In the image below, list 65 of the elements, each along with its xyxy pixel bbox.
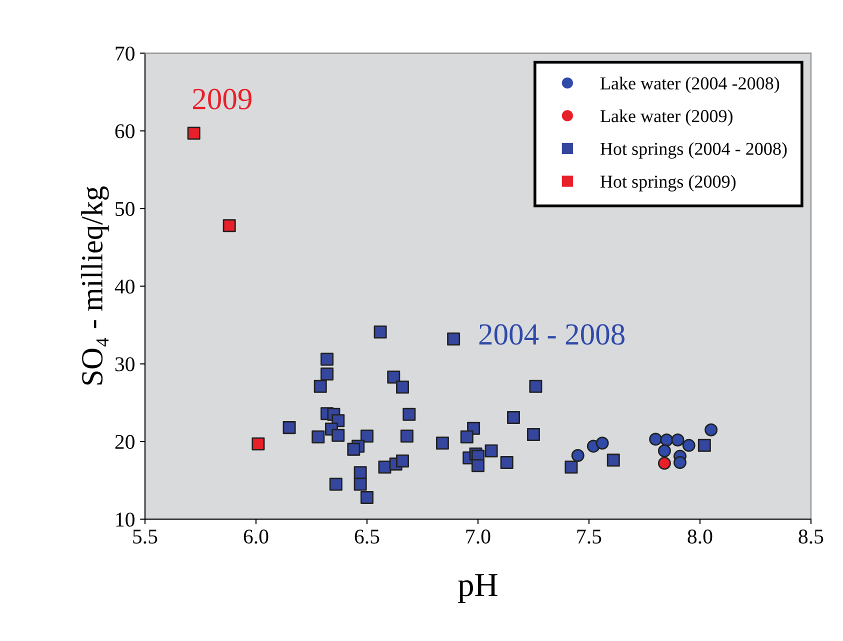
y-tick-label: 10 bbox=[116, 512, 134, 527]
point bbox=[312, 430, 325, 444]
point bbox=[400, 430, 414, 443]
point bbox=[396, 454, 410, 468]
point bbox=[596, 436, 609, 450]
y-tick-label: 20 bbox=[115, 434, 134, 449]
point bbox=[658, 456, 671, 470]
point bbox=[649, 432, 662, 446]
y-tick-label: 50 bbox=[116, 202, 134, 216]
point bbox=[500, 456, 514, 470]
y-tick-label: 70 bbox=[116, 46, 134, 61]
y-tick-label: 60 bbox=[115, 124, 134, 138]
point bbox=[360, 430, 374, 443]
x-tick-label: 7.5 bbox=[577, 530, 602, 544]
point bbox=[484, 444, 498, 458]
point bbox=[374, 326, 387, 339]
point bbox=[387, 370, 400, 384]
x-tick-label: 8.5 bbox=[798, 530, 824, 544]
point bbox=[354, 478, 367, 491]
point bbox=[673, 456, 686, 470]
point bbox=[564, 460, 578, 474]
point bbox=[320, 367, 334, 380]
point bbox=[396, 380, 410, 394]
point bbox=[436, 436, 449, 450]
point bbox=[329, 478, 342, 491]
point bbox=[526, 428, 540, 442]
legend-label: Hot springs (2004 - 2008) bbox=[600, 142, 787, 159]
point bbox=[354, 466, 367, 480]
point bbox=[571, 449, 584, 462]
annotation: 2004 - 2008 bbox=[479, 324, 624, 345]
legend-label: Lake water (2009) bbox=[600, 110, 732, 126]
legend-label: Lake water (2004 -2008) bbox=[600, 76, 780, 94]
point bbox=[506, 410, 520, 424]
point bbox=[252, 437, 265, 450]
point bbox=[332, 428, 345, 442]
point bbox=[671, 433, 684, 446]
point bbox=[187, 126, 200, 140]
point bbox=[658, 444, 671, 458]
point bbox=[606, 454, 620, 467]
point bbox=[282, 421, 296, 434]
x-tick-label: 8.0 bbox=[688, 530, 712, 544]
x-tick-label: 7.0 bbox=[466, 530, 490, 544]
y-axis-title: SO₄ - millieq/kg bbox=[81, 186, 109, 385]
point bbox=[347, 442, 360, 456]
point bbox=[360, 490, 374, 504]
x-axis-title: pH bbox=[458, 574, 498, 604]
point bbox=[447, 332, 460, 346]
point bbox=[320, 352, 334, 366]
point bbox=[402, 408, 416, 421]
point bbox=[314, 380, 327, 393]
x-tick-label: 6.0 bbox=[244, 530, 268, 544]
point bbox=[698, 438, 711, 452]
point bbox=[682, 438, 696, 452]
point bbox=[704, 423, 718, 436]
x-tick-label: 5.5 bbox=[133, 530, 158, 544]
point bbox=[460, 430, 474, 444]
point bbox=[378, 460, 392, 474]
annotation: 2009 bbox=[192, 88, 252, 110]
point bbox=[471, 459, 484, 472]
point bbox=[529, 380, 542, 393]
point bbox=[222, 219, 236, 232]
legend-label: Hot springs (2009) bbox=[600, 175, 736, 192]
y-tick-label: 30 bbox=[115, 357, 134, 372]
y-tick-label: 40 bbox=[114, 280, 134, 294]
x-tick-label: 6.5 bbox=[354, 530, 380, 544]
